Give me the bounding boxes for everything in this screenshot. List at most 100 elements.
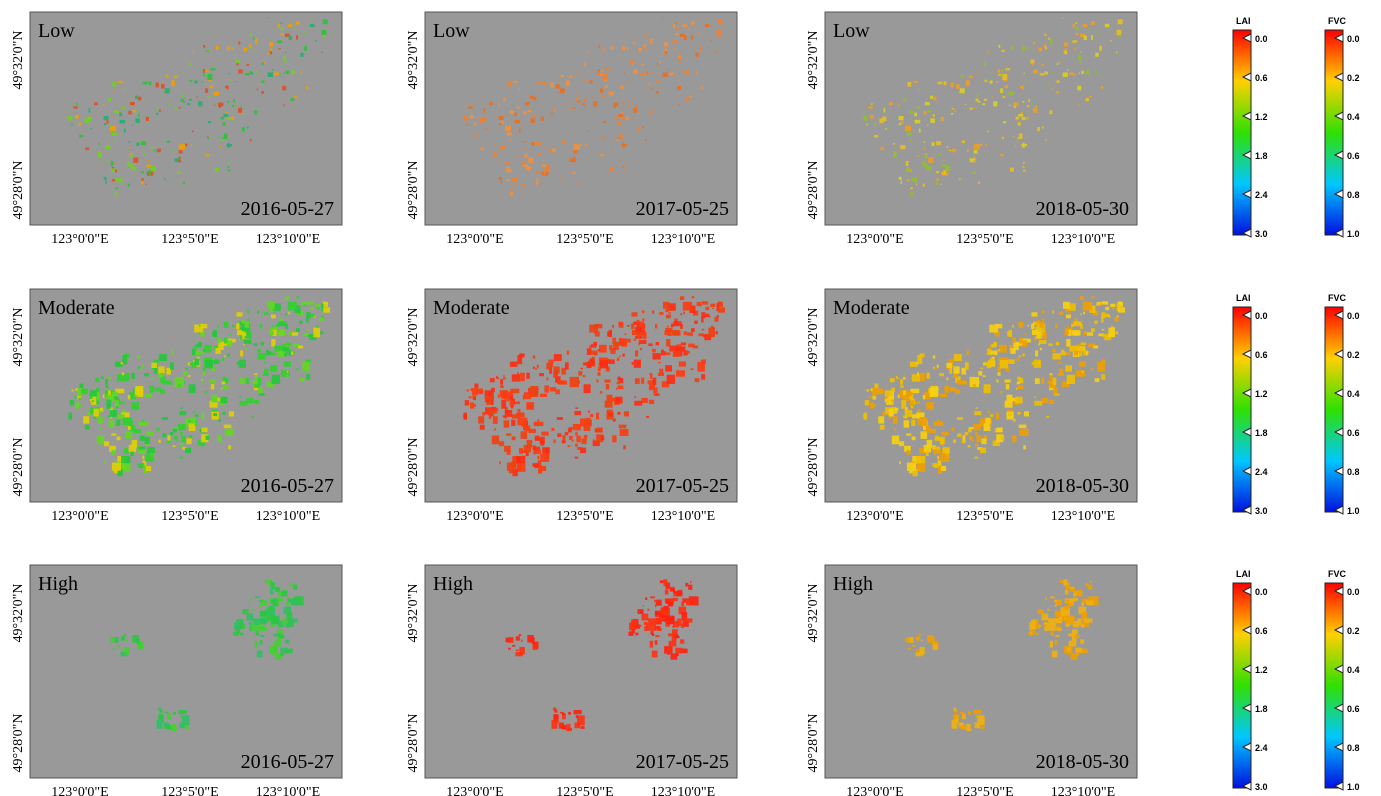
vegetation-patch <box>981 368 984 370</box>
vegetation-patch <box>524 155 528 158</box>
vegetation-patch <box>274 641 282 647</box>
vegetation-patch <box>1027 105 1029 107</box>
level-label: High <box>38 573 78 595</box>
vegetation-patch <box>535 368 538 369</box>
vegetation-patch <box>994 325 996 327</box>
vegetation-patch <box>1022 47 1025 51</box>
vegetation-patch <box>239 339 241 341</box>
vegetation-patch <box>701 312 705 318</box>
vegetation-patch <box>625 334 627 336</box>
vegetation-patch <box>609 105 611 106</box>
vegetation-patch <box>565 432 569 435</box>
vegetation-patch <box>972 171 975 174</box>
vegetation-patch <box>232 105 234 107</box>
date-label: 2017-05-25 <box>636 475 729 497</box>
vegetation-patch <box>605 380 611 383</box>
vegetation-patch <box>141 178 143 180</box>
vegetation-patch <box>122 355 127 364</box>
vegetation-patch <box>671 324 674 328</box>
vegetation-patch <box>543 160 544 161</box>
vegetation-patch <box>506 161 509 166</box>
vegetation-patch <box>618 122 621 125</box>
map-background <box>825 289 1137 502</box>
vegetation-patch <box>668 633 675 636</box>
vegetation-patch <box>934 142 936 143</box>
vegetation-patch <box>922 162 925 165</box>
vegetation-patch <box>1001 50 1004 52</box>
vegetation-patch <box>1116 52 1117 54</box>
vegetation-patch <box>99 412 102 414</box>
vegetation-patch <box>919 647 924 655</box>
x-axis-label: 123°10'0"E <box>651 232 715 247</box>
vegetation-patch <box>289 618 298 622</box>
vegetation-patch <box>250 47 252 50</box>
vegetation-patch <box>194 345 196 349</box>
vegetation-patch <box>306 86 308 89</box>
vegetation-patch <box>1118 307 1125 312</box>
vegetation-patch <box>75 115 79 119</box>
vegetation-patch <box>1013 103 1018 107</box>
vegetation-patch <box>981 438 986 444</box>
vegetation-patch <box>909 89 910 90</box>
vegetation-patch <box>982 103 985 105</box>
vegetation-patch <box>574 710 582 714</box>
vegetation-patch <box>574 157 576 159</box>
vegetation-patch <box>1079 351 1081 353</box>
vegetation-patch <box>692 296 695 298</box>
vegetation-patch <box>887 400 890 402</box>
level-label: Low <box>833 20 870 42</box>
vegetation-patch <box>278 24 280 28</box>
vegetation-patch <box>644 622 647 625</box>
vegetation-patch <box>227 340 232 347</box>
vegetation-patch <box>682 374 684 376</box>
vegetation-patch <box>540 454 549 462</box>
vegetation-patch <box>1034 339 1036 341</box>
vegetation-patch <box>1101 86 1103 89</box>
vegetation-patch <box>634 339 636 341</box>
vegetation-patch <box>188 375 191 377</box>
vegetation-patch <box>1044 626 1046 631</box>
vegetation-patch <box>876 389 883 395</box>
vegetation-patch <box>1017 377 1020 381</box>
vegetation-patch <box>224 425 232 429</box>
vegetation-patch <box>988 51 989 53</box>
vegetation-patch <box>506 168 510 172</box>
vegetation-patch <box>666 600 670 604</box>
y-axis-label: 49°32'0"N <box>406 308 421 367</box>
x-axis-label: 123°10'0"E <box>651 785 715 796</box>
vegetation-patch <box>1041 398 1047 403</box>
vegetation-patch <box>969 75 972 78</box>
vegetation-patch <box>323 307 330 312</box>
vegetation-patch <box>915 120 921 124</box>
vegetation-patch <box>676 28 679 31</box>
vegetation-patch <box>232 47 234 49</box>
y-axis-label: 49°32'0"N <box>11 308 26 367</box>
colorbar-tick-label: 0.0 <box>1255 34 1268 44</box>
vegetation-patch <box>864 413 868 420</box>
vegetation-patch <box>245 73 250 75</box>
vegetation-patch <box>180 457 184 459</box>
vegetation-patch <box>528 110 532 112</box>
vegetation-patch <box>146 117 149 121</box>
vegetation-patch <box>912 436 916 440</box>
vegetation-patch <box>179 157 181 159</box>
vegetation-patch <box>684 36 687 40</box>
vegetation-patch <box>1056 342 1059 345</box>
vegetation-patch <box>934 449 941 454</box>
vegetation-patch <box>1115 331 1118 334</box>
vegetation-patch <box>920 373 925 382</box>
colorbar-tick-label: 1.0 <box>1347 229 1360 239</box>
vegetation-patch <box>632 362 634 365</box>
vegetation-patch <box>674 351 678 356</box>
vegetation-patch <box>666 616 675 624</box>
vegetation-patch <box>204 345 212 353</box>
vegetation-patch <box>718 307 725 312</box>
vegetation-patch <box>705 307 709 310</box>
vegetation-patch <box>553 708 556 711</box>
vegetation-patch <box>109 420 115 427</box>
vegetation-patch <box>889 409 894 417</box>
vegetation-patch <box>598 372 601 376</box>
vegetation-patch <box>175 108 178 110</box>
vegetation-patch <box>185 144 187 147</box>
vegetation-patch <box>541 117 544 121</box>
